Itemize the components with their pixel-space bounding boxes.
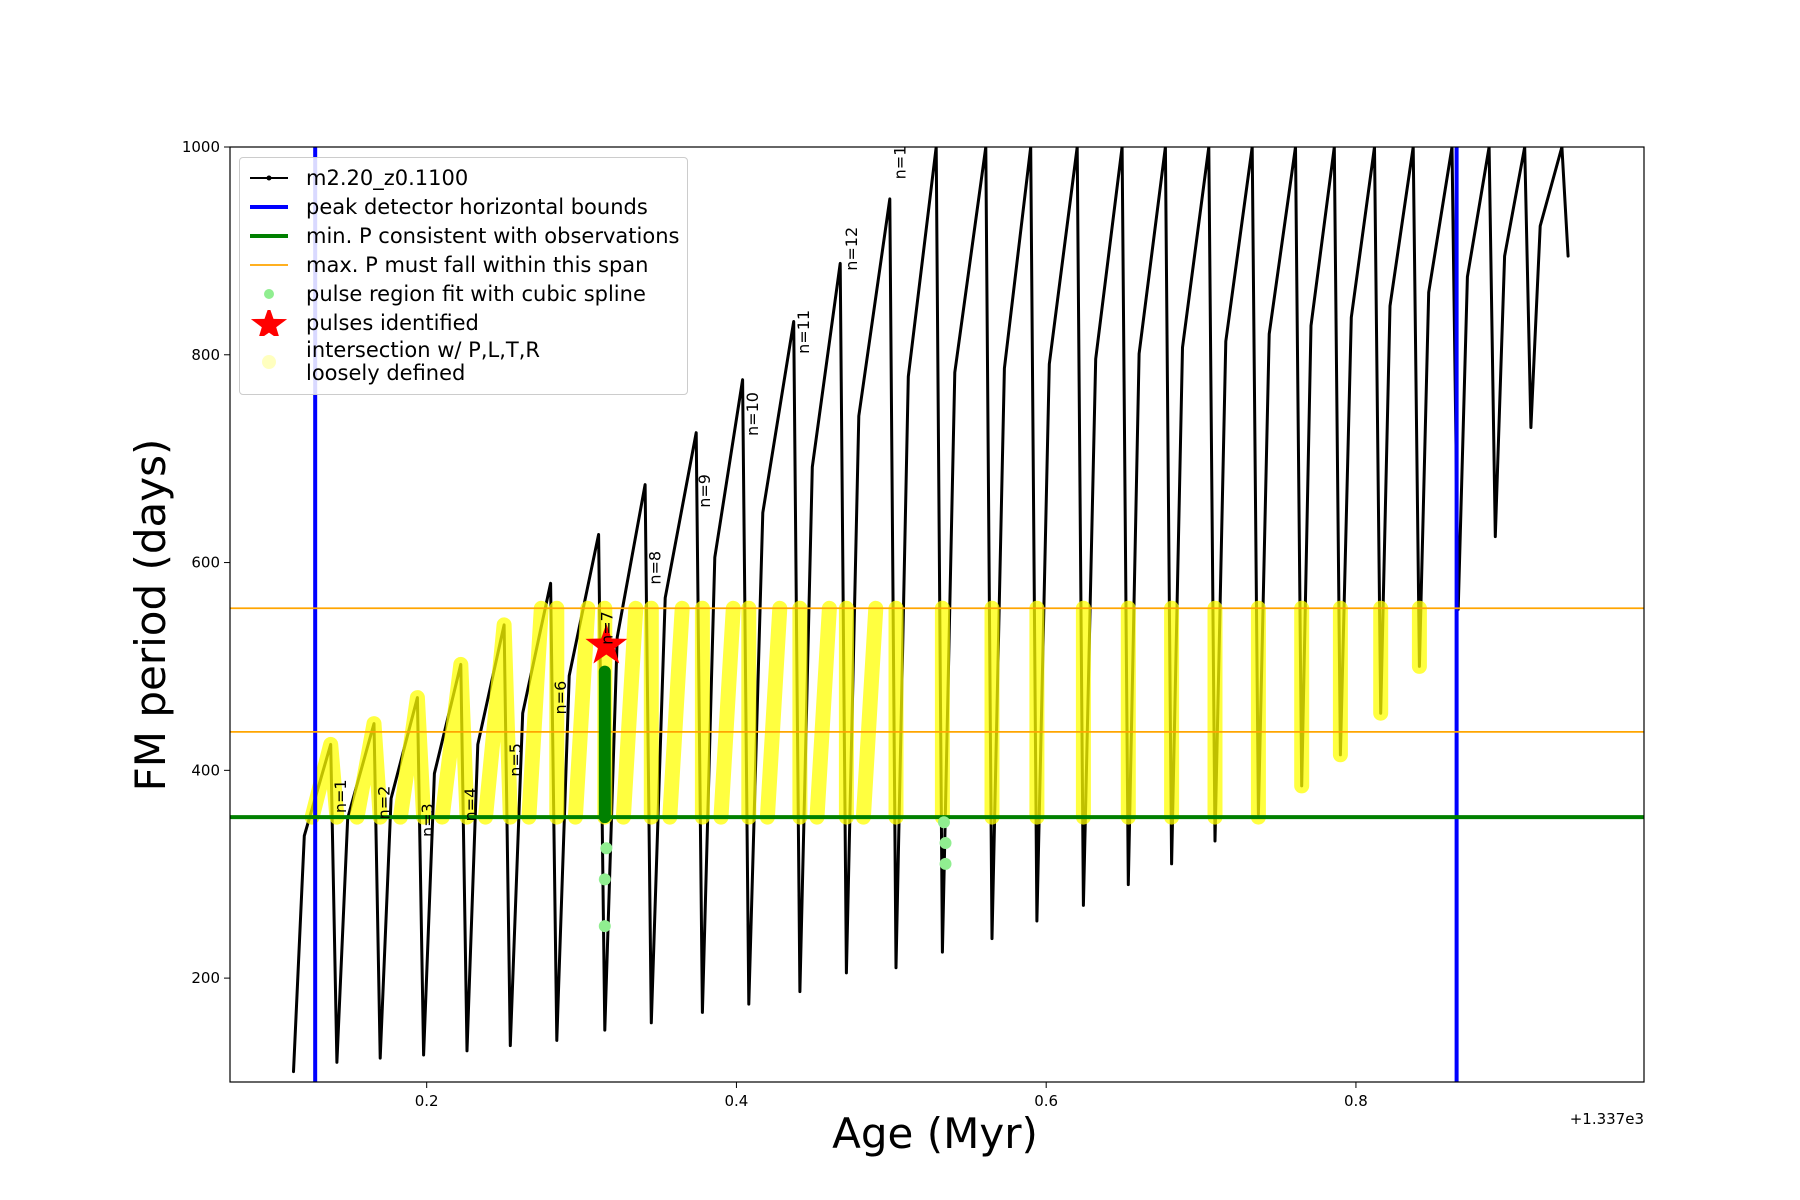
x-tick-label: 0.6	[1034, 1092, 1058, 1110]
y-tick-label: 200	[191, 969, 220, 987]
legend-entry: m2.20_z0.1100	[246, 165, 679, 191]
x-tick-label: 0.8	[1344, 1092, 1368, 1110]
scatter-point	[598, 873, 611, 886]
cycle-label: n=12	[842, 227, 861, 271]
legend-entry: peak detector horizontal bounds	[246, 194, 679, 220]
legend-dot	[266, 175, 272, 181]
cycle-label: n=11	[794, 310, 813, 354]
legend-icon	[250, 205, 288, 209]
scatter-point	[600, 842, 613, 855]
legend-entry: pulse region fit with cubic spline	[246, 281, 679, 307]
legend-icon	[250, 310, 288, 336]
cycle-label: n=5	[506, 743, 525, 777]
legend-entry: max. P must fall within this span	[246, 252, 679, 278]
cycle-label: n=10	[743, 392, 762, 436]
legend-dot	[262, 355, 276, 369]
cycle-label: n=3	[418, 803, 437, 837]
scatter-point	[939, 857, 952, 870]
legend-label: intersection w/ P,L,T,R loosely defined	[306, 338, 540, 385]
legend-icon	[264, 289, 274, 299]
plot-area: n=1 n=2 n=3 n=4 n=5 n=6 n=7 n=8 n=9 n=10 n=11 n=12 n…	[230, 135, 1644, 1082]
y-axis-label: FM period (days)	[126, 439, 175, 792]
series-line	[304, 600, 1427, 825]
scatter-point	[939, 837, 952, 850]
legend-label: peak detector horizontal bounds	[306, 194, 648, 219]
cycle-label: n=7	[598, 611, 617, 645]
legend-label: pulse region fit with cubic spline	[306, 281, 646, 306]
scatter-point	[598, 920, 611, 933]
legend-dot	[264, 289, 274, 299]
legend-icon	[250, 175, 288, 181]
legend-icon	[250, 264, 288, 266]
x-offset-label: +1.337e3	[1570, 1110, 1644, 1128]
legend-label: min. P consistent with observations	[306, 223, 680, 248]
cycle-label: n=8	[646, 551, 665, 585]
legend-entry: intersection w/ P,L,T,R loosely defined	[246, 339, 679, 385]
scatter-point	[937, 816, 950, 829]
cycle-label: n=4	[461, 788, 480, 822]
cycle-label: n=1	[331, 779, 350, 813]
cycle-label: n=2	[375, 786, 394, 820]
star-marker	[585, 623, 628, 664]
cycle-label: n=13	[890, 135, 909, 179]
legend-star	[250, 310, 288, 336]
legend-entry: min. P consistent with observations	[246, 223, 679, 249]
cycle-label: n=6	[551, 681, 570, 715]
legend-label: m2.20_z0.1100	[306, 165, 469, 190]
x-tick-label: 0.4	[725, 1092, 749, 1110]
y-tick-label: 400	[191, 761, 220, 779]
x-axis-label: Age (Myr)	[832, 1109, 1038, 1158]
y-tick-label: 800	[191, 346, 220, 364]
legend-label: max. P must fall within this span	[306, 252, 649, 277]
legend-label: pulses identified	[306, 310, 479, 335]
legend-icon	[262, 355, 276, 369]
series-line	[292, 147, 1570, 1074]
cycle-label: n=9	[695, 474, 714, 508]
legend-entry: pulses identified	[246, 310, 679, 336]
plot-frame	[229, 146, 1645, 1083]
legend-icon	[250, 234, 288, 238]
y-tick-label: 600	[191, 554, 220, 572]
x-tick-label: 0.2	[415, 1092, 439, 1110]
y-tick-label: 1000	[182, 138, 220, 156]
